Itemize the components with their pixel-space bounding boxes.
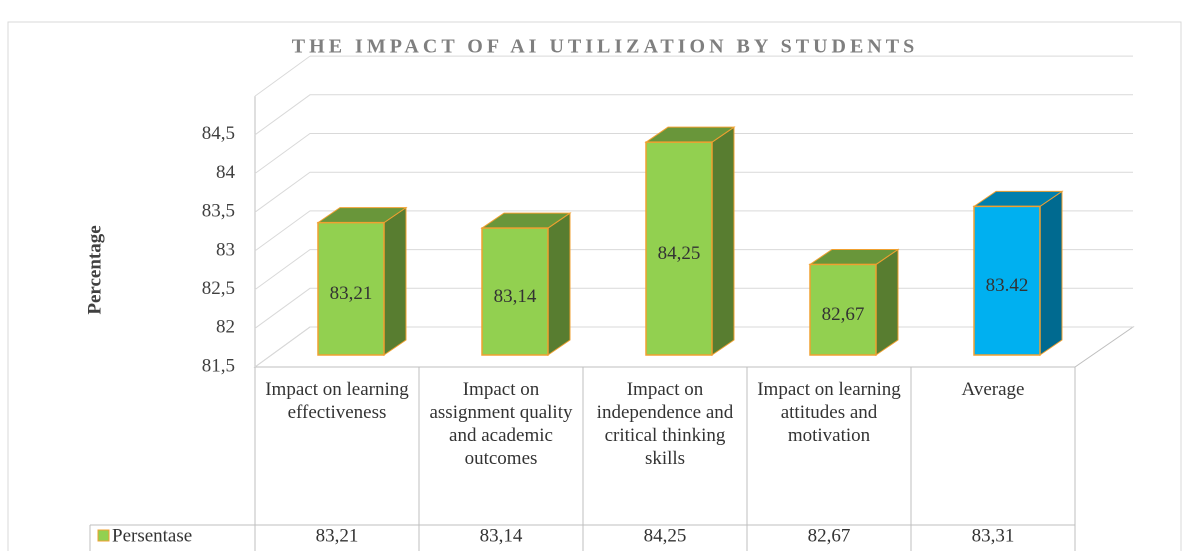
bar-side [875, 248, 899, 356]
data-label: 83.42 [986, 275, 1029, 296]
y-tick-label: 82,5 [202, 278, 235, 299]
table-cell: 84,25 [644, 525, 687, 546]
grid-line [254, 171, 1133, 213]
y-tick-label: 84,5 [202, 123, 235, 144]
grid-line [254, 133, 1133, 174]
bar-side [1039, 190, 1063, 356]
y-tick-label: 81,5 [202, 355, 235, 376]
x-tick-label: Impact on learning effectiveness [265, 379, 409, 423]
bar [481, 227, 549, 356]
wall-top [254, 55, 311, 97]
chart-frame [7, 21, 1182, 551]
bar-side [383, 206, 407, 356]
data-label: 83,21 [330, 283, 373, 304]
table-cell: 83,21 [316, 525, 359, 546]
bar-side [711, 126, 735, 356]
data-label: 84,25 [658, 243, 701, 264]
table-cell: 83,14 [480, 525, 523, 546]
x-tick-label: Impact on assignment quality and academi… [429, 379, 573, 469]
bar [973, 205, 1041, 356]
bar [809, 263, 877, 356]
bar-side [547, 212, 571, 356]
legend-label: Persentase [112, 525, 192, 546]
y-tick-label: 84 [216, 162, 236, 183]
bar [317, 221, 385, 356]
grid-line [254, 94, 1133, 136]
table-cell: 83,31 [972, 525, 1015, 546]
y-tick-label: 82 [216, 317, 235, 338]
x-tick-label: Impact on independence and critical thin… [596, 379, 734, 469]
table-cell: 82,67 [808, 525, 851, 546]
legend-swatch [97, 529, 110, 542]
y-axis-label: Percentage [84, 225, 105, 314]
x-tick-label: Average [961, 379, 1025, 400]
y-tick-label: 83,5 [202, 201, 235, 222]
chart-title: THE IMPACT OF AI UTILIZATION BY STUDENTS [292, 36, 918, 58]
grid-line [254, 210, 1133, 252]
data-label: 82,67 [822, 304, 865, 325]
data-label: 83,14 [494, 286, 537, 307]
x-tick-label: Impact on learning attitudes and motivat… [757, 379, 901, 446]
y-tick-label: 83 [216, 239, 235, 260]
bar [645, 141, 713, 356]
